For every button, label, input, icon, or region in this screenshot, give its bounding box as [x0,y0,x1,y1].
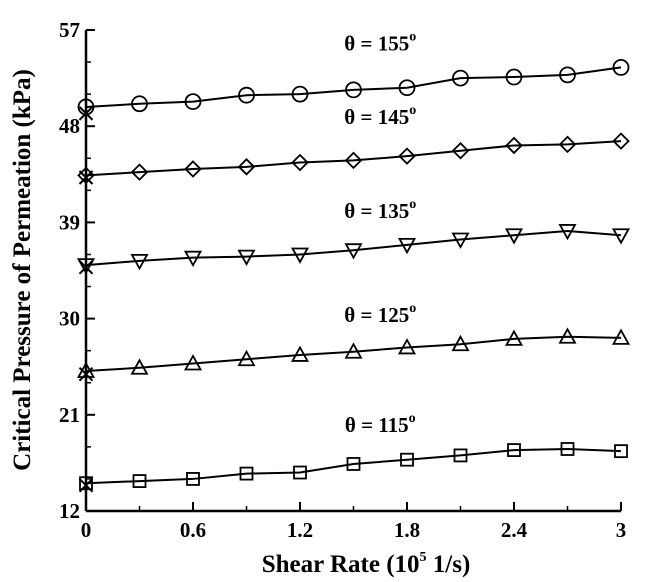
cross-marker-stroke [78,260,94,275]
series-label: θ = 135o [344,197,416,223]
axis-ticks: 0 0.6 1.2 1.8 2.4 3 12 21 30 39 48 57 [59,18,626,542]
data-point-circle [238,86,255,104]
x-tick-label: 3 [616,518,627,542]
data-point-square [346,457,361,471]
y-tick-label: 39 [59,210,80,234]
data-point-circle [612,59,630,76]
data-point-triangle-down [504,228,524,245]
series-label: θ = 155o [344,29,416,55]
y-tick-label: 21 [59,403,80,427]
data-point-triangle-down [130,253,149,271]
data-point-diamond [398,147,416,165]
data-point-triangle-down [558,224,577,241]
data-point-triangle-down [344,243,363,260]
data-point-circle [559,66,576,84]
data-point-triangle-down [397,237,417,255]
data-point-triangle-up [344,342,363,359]
data-point-diamond [130,163,149,181]
cross-marker-stroke [78,170,94,185]
data-point-triangle-up [504,329,524,346]
x-tick-label: 1.2 [287,518,313,542]
x-tick-label: 0.6 [180,518,206,542]
data-point-diamond [451,142,470,160]
data-point-triangle-down [451,232,470,249]
data-point-triangle-up [611,328,631,345]
series-label: θ = 125o [344,301,416,327]
series-line [85,448,622,485]
data-point-diamond [184,160,202,178]
data-point-diamond [291,153,309,172]
series-label: θ = 145o [344,103,416,129]
series-labels: θ = 155o θ = 145o θ = 135o θ = 125o θ = 115o [344,29,416,437]
data-point-triangle-down [290,247,310,264]
data-point-square [186,472,200,486]
data-point-circle [345,81,362,99]
data-point-square [400,452,414,467]
data-point-triangle-up [451,334,470,352]
data-point-square [453,448,468,463]
data-point-square [239,466,254,481]
data-point-square [560,442,575,456]
x-tick-label: 0 [81,518,92,542]
data-point-triangle-up [237,349,256,367]
data-point-triangle-down [183,250,203,268]
data-point-diamond [344,151,363,170]
y-tick-label: 57 [59,18,80,42]
data-point-circle [184,93,202,111]
y-tick-label: 30 [59,307,80,331]
series-1 [77,132,630,185]
series-label: θ = 115o [345,411,416,437]
data-point-circle [131,95,148,113]
data-point-triangle-up [397,338,417,355]
data-point-square [79,476,93,491]
data-point-circle [291,85,309,103]
data-point-circle [398,79,416,97]
data-point-diamond [237,158,256,176]
cross-marker-stroke [78,106,94,121]
data-point-square [507,443,521,457]
data-point-square [132,474,147,488]
series-group [76,59,631,493]
cross-marker-stroke [78,478,94,493]
data-point-triangle-up [183,354,203,371]
data-point-triangle-up [290,345,310,362]
series-line [85,140,622,177]
data-point-triangle-up [558,327,577,344]
data-point-circle [505,68,523,86]
series-line [85,66,622,108]
series-3 [76,327,631,382]
series-line [85,335,622,372]
series-0 [77,59,630,121]
data-point-square [293,465,307,480]
y-tick-label: 12 [59,499,80,523]
data-point-square [614,444,628,459]
data-point-diamond [612,132,630,150]
series-2 [76,224,631,275]
data-point-diamond [558,135,577,154]
x-tick-label: 1.8 [394,518,420,542]
data-point-circle [452,69,469,87]
data-point-triangle-down [76,258,96,275]
y-axis-title: Critical Pressure of Permeation (kPa) [9,69,36,471]
series-4 [78,442,628,493]
data-point-triangle-down [237,249,256,266]
series-line [85,229,622,267]
data-point-diamond [505,136,523,155]
cross-marker-stroke [78,366,94,382]
y-tick-label: 48 [59,114,80,138]
data-point-triangle-down [611,228,631,245]
x-axis-title: Shear Rate (105 1/s) [262,550,471,578]
data-point-triangle-up [130,358,149,375]
x-tick-label: 2.4 [501,518,528,542]
